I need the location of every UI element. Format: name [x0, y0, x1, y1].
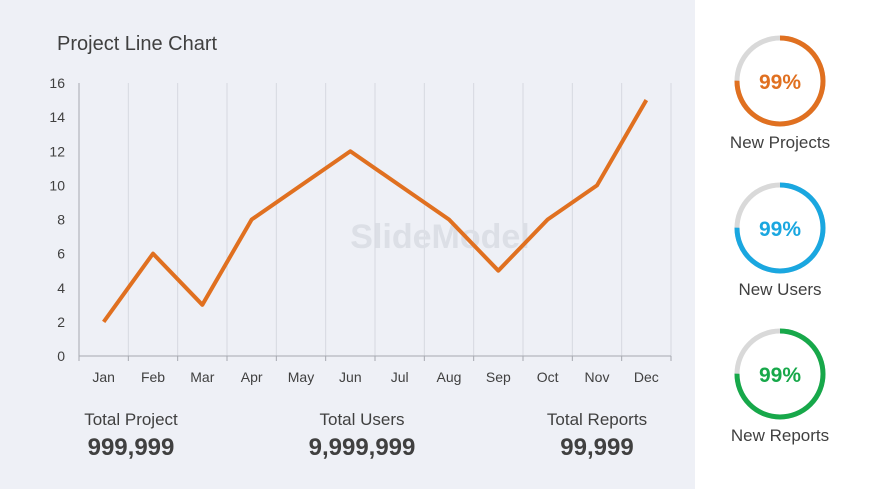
grid-lines [127, 83, 672, 356]
total-reports-label: Total Reports [546, 410, 648, 429]
new-reports-ring: 99% [734, 328, 826, 420]
chart-panel [0, 0, 695, 489]
chart-title: Project Line Chart [57, 33, 218, 55]
x-tick-labels: Jan Feb Mar Apr May Jun Jul Aug Sep Oct Nov Dec [92, 369, 658, 385]
x-tick-label: Jun [339, 369, 362, 385]
new-projects-percent: 99% [759, 71, 801, 94]
total-project: Total Project 999,999 [56, 410, 206, 462]
new-projects-widget: 99% New Projects [720, 33, 840, 153]
total-reports: Total Reports 99,999 [522, 410, 672, 462]
new-projects-label: New Projects [729, 133, 831, 152]
y-tick-label: 12 [49, 143, 65, 159]
y-tick-label: 4 [57, 280, 65, 296]
total-reports-value: 99,999 [560, 434, 634, 461]
new-projects-ring: 99% [734, 35, 826, 127]
x-tick-label: Oct [537, 369, 559, 385]
y-tick-label: 8 [57, 212, 65, 228]
y-tick-label: 6 [57, 246, 65, 262]
x-tick-label: Apr [241, 369, 263, 385]
x-tick-label: Jul [391, 369, 409, 385]
y-tick-label: 10 [49, 177, 65, 193]
new-reports-percent: 99% [759, 364, 801, 387]
new-reports-label: New Reports [730, 426, 830, 445]
total-users-label: Total Users [319, 410, 405, 429]
x-tick-label: Aug [437, 369, 462, 385]
total-users: Total Users 9,999,999 [287, 410, 437, 462]
x-tick-label: Sep [486, 369, 511, 385]
x-tick-label: Nov [585, 369, 610, 385]
new-users-ring: 99% [734, 182, 826, 274]
new-users-label: New Users [738, 280, 822, 299]
x-tick-label: Jan [92, 369, 115, 385]
y-tick-label: 16 [49, 75, 65, 91]
x-tick-label: Mar [190, 369, 214, 385]
watermark: SlideModel [350, 218, 529, 256]
line-chart: 0 2 4 6 8 10 12 14 16 Jan Feb Mar Apr May Jun Jul Aug Se… [49, 75, 672, 385]
total-project-label: Total Project [84, 410, 178, 429]
axes [78, 83, 672, 361]
new-users-percent: 99% [759, 218, 801, 241]
series-line [102, 99, 649, 324]
total-users-value: 9,999,999 [308, 434, 416, 461]
new-reports-widget: 99% New Reports [720, 326, 840, 446]
x-tick-label: Dec [634, 369, 659, 385]
x-tick-label: Feb [141, 369, 165, 385]
x-tick-label: May [288, 369, 314, 385]
y-tick-label: 14 [49, 109, 65, 125]
y-tick-label: 2 [57, 314, 65, 330]
total-project-value: 999,999 [87, 434, 175, 461]
y-tick-label: 0 [57, 348, 65, 364]
y-tick-labels: 0 2 4 6 8 10 12 14 16 [49, 75, 65, 364]
new-users-widget: 99% New Users [720, 180, 840, 300]
